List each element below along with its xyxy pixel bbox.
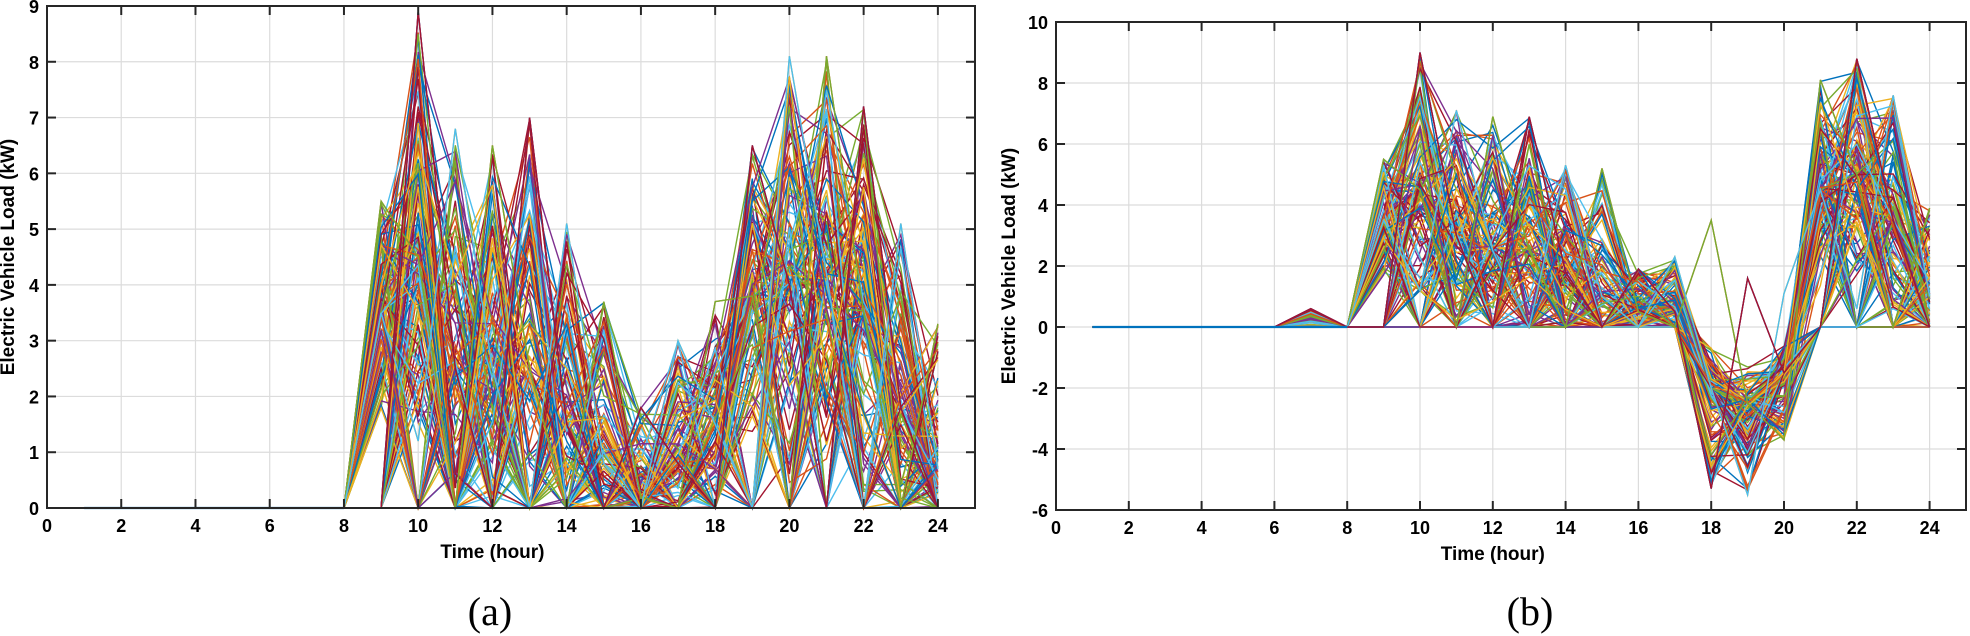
y-tick-label: 3 [29,332,39,352]
x-tick-label: 6 [265,516,275,536]
y-tick-label: 2 [1038,257,1048,277]
x-tick-label: 18 [1701,518,1721,538]
x-tick-label: 6 [1269,518,1279,538]
y-tick-label: 8 [29,53,39,73]
y-axis-label: Electric Vehicle Load (kW) [0,139,19,376]
x-tick-label: 22 [1847,518,1867,538]
y-tick-label: 6 [29,164,39,184]
x-tick-label: 12 [482,516,502,536]
x-axis-label: Time (hour) [440,542,544,563]
y-tick-label: -6 [1032,501,1048,521]
y-tick-label: -4 [1032,440,1048,460]
panel-a: 0 2 4 6 8 10 12 14 16 18 20 22 24 0 1 2 3 4 5 6 7 8 9 Time (hou… [0,0,976,634]
panel-b: 0 2 4 6 8 10 12 14 16 18 20 22 24 -6 -4 -2 0 2 4 6 8 10 Time (… [985,0,1970,636]
x-axis-label: Time (hour) [1441,544,1545,565]
x-tick-label: 20 [779,516,799,536]
y-tick-label: 7 [29,109,39,129]
x-tick-label: 16 [1628,518,1648,538]
y-tick-label: 1 [29,443,39,463]
tick-marks [46,5,975,509]
x-tick-label: 18 [705,516,725,536]
x-tick-label: 22 [854,516,874,536]
y-tick-label: 5 [29,220,39,240]
x-tick-label: 12 [1483,518,1503,538]
x-tick-label: 8 [1342,518,1352,538]
y-tick-label: 0 [1038,318,1048,338]
x-tick-label: 4 [190,516,200,536]
tick-marks [1055,21,1966,511]
caption-a: (a) [467,589,513,634]
data-series [1092,52,1931,498]
x-tick-label: 0 [42,516,52,536]
y-tick-label: 6 [1038,135,1048,155]
y-tick-label: -2 [1032,379,1048,399]
x-tick-label: 20 [1774,518,1794,538]
x-tick-label: 14 [557,516,577,536]
x-tick-label: 0 [1051,518,1061,538]
x-tick-label: 14 [1556,518,1576,538]
y-axis-label: Electric Vehicle Load (kW) [999,148,1020,385]
y-tick-label: 10 [1028,13,1048,33]
x-tick-label: 2 [116,516,126,536]
y-tick-label: 2 [29,387,39,407]
x-tick-label: 2 [1124,518,1134,538]
y-tick-label: 9 [29,0,39,17]
x-tick-label: 16 [631,516,651,536]
x-tick-label: 10 [408,516,428,536]
y-tick-label: 4 [29,276,39,296]
y-tick-label: 8 [1038,74,1048,94]
y-tick-label: 0 [29,499,39,519]
x-tick-label: 24 [928,516,948,536]
x-tick-label: 10 [1410,518,1430,538]
y-tick-label: 4 [1038,196,1048,216]
x-tick-label: 4 [1197,518,1207,538]
x-tick-label: 8 [339,516,349,536]
axes-box [46,5,976,509]
x-tick-label: 24 [1920,518,1940,538]
caption-b: (b) [1506,589,1554,634]
